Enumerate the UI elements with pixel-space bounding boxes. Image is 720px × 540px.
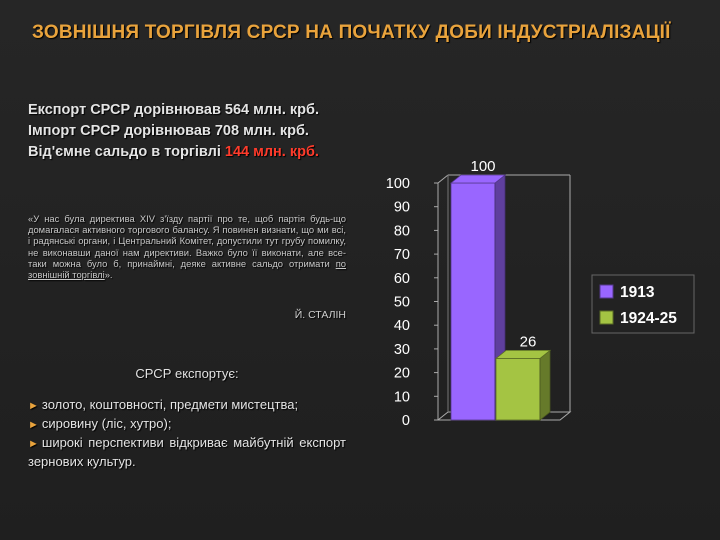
chart-legend: 1913 1924-25	[591, 274, 695, 334]
balance-value: 144 млн. крб.	[224, 144, 319, 160]
exports-heading: СРСР експортує:	[135, 366, 239, 381]
export-stat: Експорт СРСР дорівнював 564 млн. крб.	[28, 102, 319, 118]
bullet-arrow-icon: ►	[28, 438, 39, 450]
y-tick-label: 60	[394, 271, 410, 287]
exports-item-raw-materials: ► сировину (ліс, хутро);	[28, 415, 346, 434]
legend-label: 1924-25	[620, 310, 677, 327]
bullet-arrow-icon: ►	[28, 400, 39, 412]
exports-item-grain: ► широкі перспективи відкриває майбутній …	[28, 434, 346, 470]
bar-top	[494, 349, 552, 359]
y-tick-label: 100	[386, 176, 410, 192]
exports-item-gold: ► золото, коштовності, предмети мистецтва…	[28, 396, 346, 415]
bullet-arrow-icon: ►	[28, 419, 39, 431]
legend-label: 1913	[620, 284, 655, 301]
trade-stats: Експорт СРСР дорівнював 564 млн. крб. Ім…	[28, 100, 368, 163]
quote-underlined: по зовнішній торгівлі	[28, 257, 346, 281]
bar-front	[450, 182, 496, 421]
y-tick-label: 70	[394, 247, 410, 263]
balance-stat: Від'ємне сальдо в торгівлі 144 млн. крб.	[28, 142, 368, 163]
y-tick-label: 20	[394, 366, 410, 382]
slide-title: ЗОВНІШНЯ ТОРГІВЛЯ СРСР НА ПОЧАТКУ ДОБИ І…	[32, 22, 671, 43]
bar-1913: 100	[449, 158, 507, 421]
exports-item-text: золото, коштовності, предмети мистецтва;	[41, 397, 299, 412]
bar-side	[539, 349, 551, 421]
quote-tail: ».	[104, 269, 113, 281]
stalin-quote: «У нас була директива XIV з'їзду партії …	[28, 213, 346, 280]
balance-label: Від'ємне сальдо в торгівлі	[28, 144, 221, 160]
exports-item-text: сировину (ліс, хутро);	[41, 416, 172, 431]
data-label: 26	[520, 333, 537, 350]
exports-list: ► золото, коштовності, предмети мистецтва…	[28, 396, 346, 470]
y-tick-label: 10	[394, 389, 410, 405]
quote-author: Й. СТАЛІН	[294, 309, 346, 321]
y-tick-label: 50	[394, 295, 410, 311]
exports-item-text: широкі перспективи відкриває майбутній е…	[28, 435, 346, 469]
legend-swatch	[599, 310, 614, 325]
bar-1924-25: 26	[494, 333, 552, 421]
y-tick-label: 90	[394, 200, 410, 216]
chart-bars: 100 26	[449, 158, 552, 421]
y-tick-label: 80	[394, 223, 410, 239]
back-wall-top-left	[437, 174, 449, 184]
quote-text: «У нас була директива XIV з'їзду партії …	[28, 213, 346, 269]
bar-top	[449, 174, 507, 184]
y-tick-label: 40	[394, 318, 410, 334]
legend-box	[591, 274, 695, 334]
bar-front	[495, 357, 541, 421]
y-axis: 0 10 20 30 40 50 60 70 80 90 100	[386, 174, 572, 429]
legend-swatch	[599, 284, 614, 299]
y-tick-label: 0	[402, 413, 410, 429]
y-tick-label: 30	[394, 342, 410, 358]
data-label: 100	[470, 158, 495, 175]
import-stat: Імпорт СРСР дорівнював 708 млн. крб.	[28, 123, 309, 139]
